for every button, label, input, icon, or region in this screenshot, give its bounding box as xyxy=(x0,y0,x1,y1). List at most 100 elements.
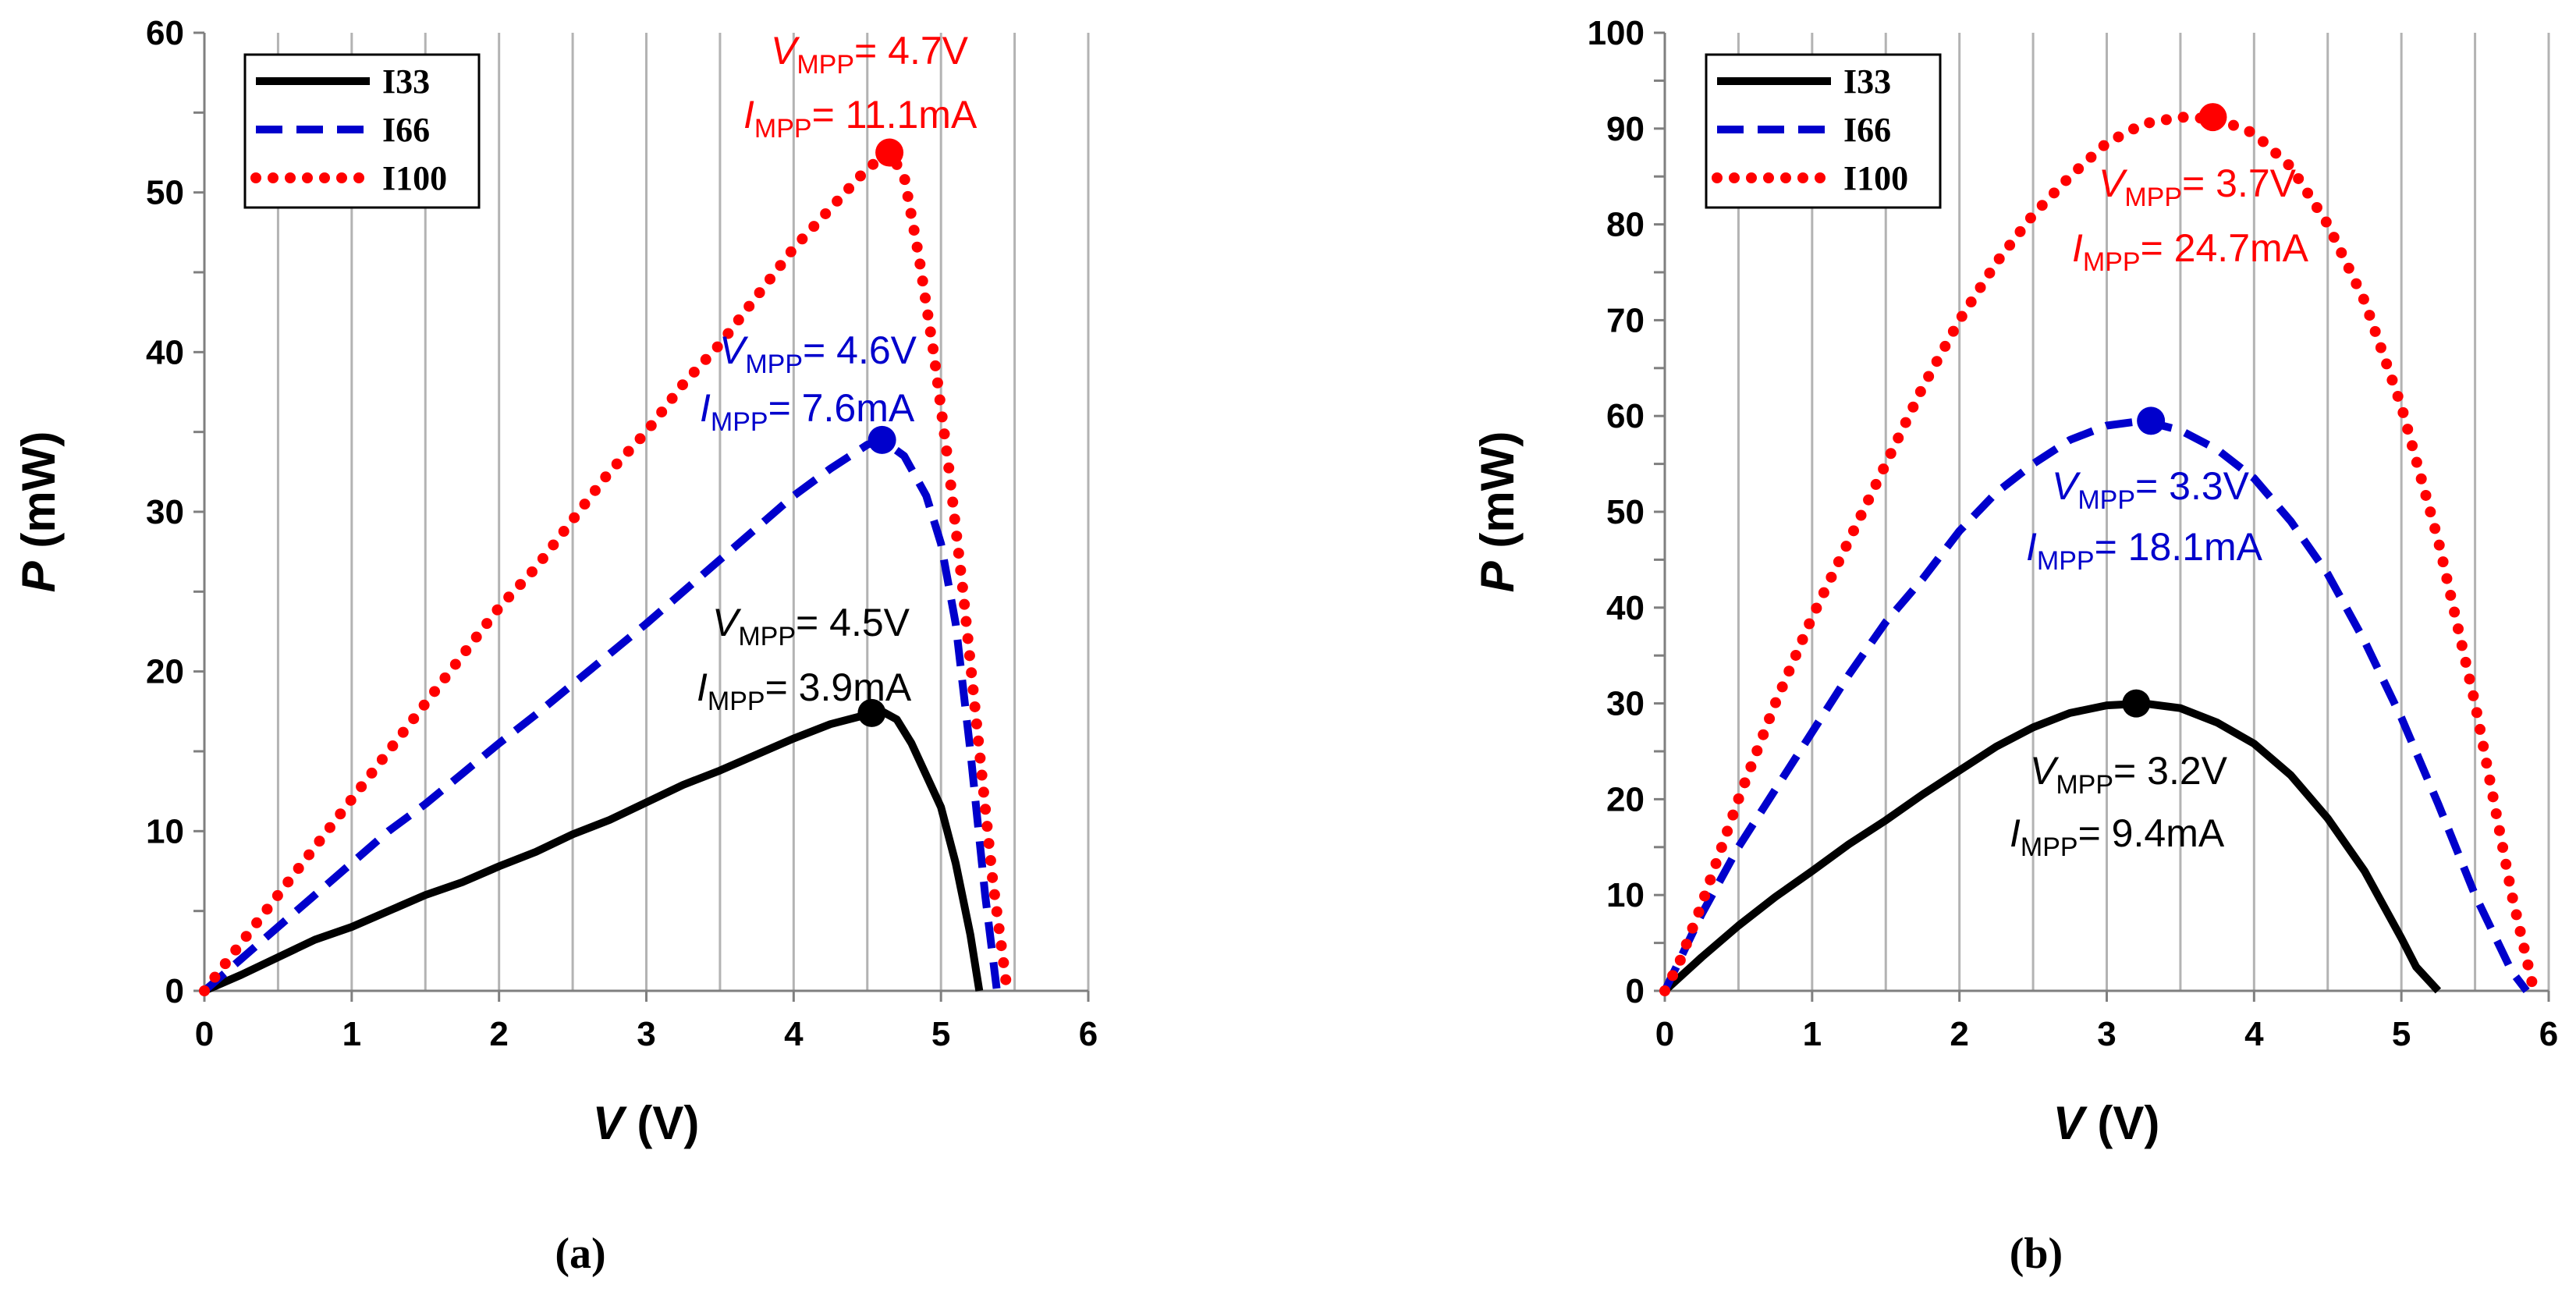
mpp-annotation-v-i100: VMPP= 3.7V xyxy=(2099,161,2297,212)
annotation-i-value: = 18.1mA xyxy=(2095,525,2263,569)
annotation-i-symbol: I xyxy=(697,665,708,709)
x-axis-label: V (V) xyxy=(2053,1097,2160,1149)
x-tick-label: 6 xyxy=(2539,1015,2558,1053)
panel-label: (a) xyxy=(555,1230,605,1278)
x-tick-label: 5 xyxy=(931,1015,950,1053)
y-tick-label: 10 xyxy=(146,812,184,850)
mpp-point-i33 xyxy=(857,698,886,727)
annotation-i-value: = 24.7mA xyxy=(2141,226,2309,270)
y-tick-label: 40 xyxy=(1606,589,1645,627)
annotation-i-value: = 3.9mA xyxy=(765,665,912,709)
annotation-subscript: MPP xyxy=(745,350,803,379)
annotation-i-symbol: I xyxy=(2072,226,2083,270)
annotation-i-value: = 11.1mA xyxy=(812,93,978,137)
legend: I33 I66 I100 xyxy=(243,53,481,209)
annotation-subscript: MPP xyxy=(711,407,768,437)
y-tick-label: 50 xyxy=(1606,493,1645,531)
legend-label-i66: I66 xyxy=(382,111,430,149)
x-tick-label: 4 xyxy=(2244,1015,2264,1053)
x-tick-label: 0 xyxy=(1655,1015,1674,1053)
annotation-i-symbol: I xyxy=(700,386,711,430)
legend-label-i66: I66 xyxy=(1843,111,1891,149)
x-axis-label-var: V xyxy=(593,1097,628,1149)
mpp-annotation-v-i66: VMPP= 4.6V xyxy=(719,328,917,379)
mpp-annotation-v-i66: VMPP= 3.3V xyxy=(2052,464,2250,515)
y-tick-label: 30 xyxy=(1606,685,1645,723)
x-axis-label: V (V) xyxy=(593,1097,700,1149)
mpp-annotation-i-i66: IMPP= 18.1mA xyxy=(2026,525,2263,576)
series-line-i66 xyxy=(1661,417,2530,994)
series-line-i33 xyxy=(203,707,984,995)
annotation-v-value: = 4.7V xyxy=(854,29,969,73)
x-tick-label: 4 xyxy=(784,1015,804,1053)
series-line-i33 xyxy=(1662,699,2442,994)
y-axis-label-var: P xyxy=(1471,560,1524,592)
y-tick-label: 80 xyxy=(1606,206,1645,244)
series-line-i100 xyxy=(199,147,1013,996)
annotation-v-symbol: V xyxy=(771,29,800,73)
y-axis-label-unit: (mW) xyxy=(1471,431,1524,562)
y-tick-label: 60 xyxy=(146,14,184,52)
annotation-v-symbol: V xyxy=(2099,161,2128,205)
mpp-annotation-i-i33: IMPP= 9.4mA xyxy=(2010,811,2225,862)
mpp-annotation-v-i33: VMPP= 4.5V xyxy=(712,601,910,651)
x-tick-label: 3 xyxy=(637,1015,655,1053)
mpp-annotation-v-i33: VMPP= 3.2V xyxy=(2030,749,2228,800)
mpp-annotation-v-i100: VMPP= 4.7V xyxy=(771,29,969,80)
annotation-i-symbol: I xyxy=(2010,811,2021,855)
y-tick-label: 20 xyxy=(1606,780,1645,818)
annotation-v-symbol: V xyxy=(2052,464,2081,508)
annotation-i-symbol: I xyxy=(2026,525,2037,569)
annotation-subscript: MPP xyxy=(2083,247,2141,277)
annotation-v-value: = 4.6V xyxy=(803,328,917,372)
y-tick-label: 10 xyxy=(1606,876,1645,914)
x-tick-label: 1 xyxy=(1803,1015,1822,1053)
legend-label-i33: I33 xyxy=(1843,62,1891,101)
mpp-point-i66 xyxy=(2137,406,2166,435)
x-tick-label: 0 xyxy=(195,1015,214,1053)
annotation-subscript: MPP xyxy=(2124,183,2182,212)
x-tick-label: 5 xyxy=(2392,1015,2411,1053)
x-axis-label-unit: (V) xyxy=(624,1097,700,1149)
legend-label-i100: I100 xyxy=(1843,159,1908,197)
legend-label-i33: I33 xyxy=(382,62,430,101)
mpp-point-i100 xyxy=(875,138,904,167)
x-tick-label: 1 xyxy=(342,1015,361,1053)
y-tick-label: 0 xyxy=(165,972,184,1010)
annotation-subscript: MPP xyxy=(754,114,812,144)
legend-label-i100: I100 xyxy=(382,159,447,197)
annotation-v-value: = 4.5V xyxy=(796,601,910,644)
x-axis-label-unit: (V) xyxy=(2085,1097,2160,1149)
legend: I33 I66 I100 xyxy=(1705,53,1942,209)
annotation-subscript: MPP xyxy=(2077,485,2135,515)
y-tick-label: 20 xyxy=(146,653,184,691)
mpp-point-i100 xyxy=(2198,103,2227,132)
y-tick-label: 70 xyxy=(1606,301,1645,339)
panel-label: (b) xyxy=(2010,1230,2063,1278)
mpp-point-i33 xyxy=(2122,689,2151,718)
y-tick-label: 60 xyxy=(1606,397,1645,435)
y-axis-label: P (mW) xyxy=(12,431,65,593)
annotation-subscript: MPP xyxy=(2037,546,2095,576)
x-tick-label: 3 xyxy=(2097,1015,2116,1053)
x-tick-label: 6 xyxy=(1079,1015,1098,1053)
y-tick-label: 90 xyxy=(1606,110,1645,148)
y-axis-label-unit: (mW) xyxy=(12,431,65,562)
mpp-annotation-i-i100: IMPP= 24.7mA xyxy=(2072,226,2309,277)
annotation-v-symbol: V xyxy=(2030,749,2060,793)
x-axis-label-var: V xyxy=(2053,1097,2088,1149)
series-line-i100 xyxy=(1659,112,2540,996)
series-line-i66 xyxy=(201,435,1001,994)
annotation-v-value: = 3.3V xyxy=(2135,464,2250,508)
y-tick-label: 30 xyxy=(146,493,184,531)
x-tick-label: 2 xyxy=(1950,1015,1968,1053)
y-tick-label: 100 xyxy=(1588,14,1645,52)
annotation-subscript: MPP xyxy=(708,687,765,716)
annotation-i-symbol: I xyxy=(743,93,754,137)
mpp-annotation-i-i66: IMPP= 7.6mA xyxy=(700,386,915,437)
annotation-i-value: = 9.4mA xyxy=(2078,811,2225,855)
